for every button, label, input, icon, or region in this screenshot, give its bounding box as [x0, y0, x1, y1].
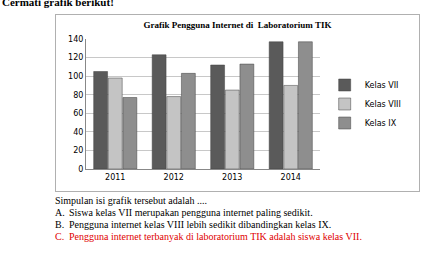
- svg-text:Grafik Pengguna Internet di L: Grafik Pengguna Internet di Laboratorium…: [144, 20, 332, 30]
- svg-text:40: 40: [73, 128, 83, 137]
- svg-text:2013: 2013: [222, 173, 242, 182]
- svg-text:2012: 2012: [164, 173, 184, 182]
- svg-text:100: 100: [68, 72, 83, 81]
- html-text:Pengguna internet kelas VIII l: Pengguna internet kelas VIII lebih sedik…: [69, 219, 332, 230]
- svg-text:Kelas IX: Kelas IX: [365, 119, 397, 128]
- svg-text:20: 20: [73, 146, 83, 155]
- html-text:Simpulan isi grafik tersebut a: Simpulan isi grafik tersebut adalah ....: [55, 195, 207, 206]
- svg-text:140: 140: [68, 35, 83, 44]
- svg-text:60: 60: [73, 109, 83, 118]
- svg-text:120: 120: [68, 53, 83, 62]
- html-text:Pengguna internet terbanyak di: Pengguna internet terbanyak di laborator…: [69, 231, 362, 242]
- svg-text:Kelas VIII: Kelas VIII: [365, 100, 401, 109]
- svg-text:80: 80: [73, 91, 83, 100]
- html-text:B.: B.: [55, 219, 65, 230]
- html-text:A.: A.: [55, 207, 65, 218]
- svg-text:Kelas VII: Kelas VII: [365, 81, 399, 90]
- svg-text:2011: 2011: [105, 173, 125, 182]
- html-text:Siswa kelas VII merupakan peng: Siswa kelas VII merupakan pengguna inter…: [69, 207, 313, 218]
- svg-text:2014: 2014: [281, 173, 301, 182]
- svg-text:0: 0: [78, 165, 83, 174]
- html-text:C.: C.: [55, 231, 65, 242]
